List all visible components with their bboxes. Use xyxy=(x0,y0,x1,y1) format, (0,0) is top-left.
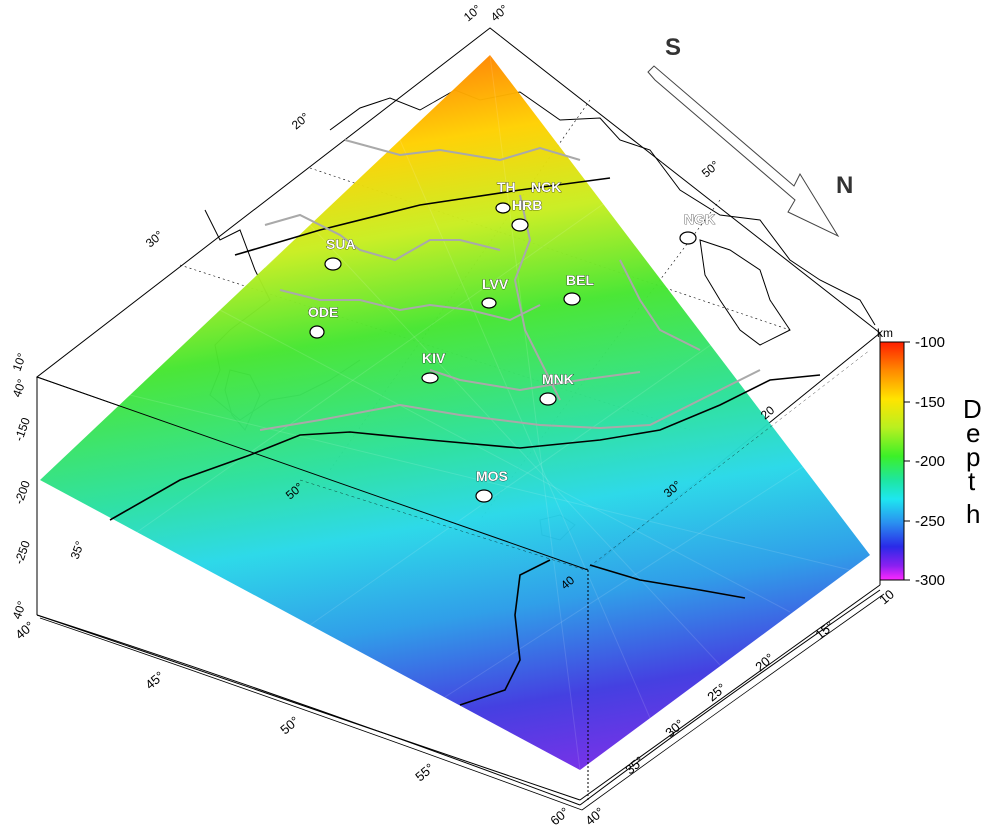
tick-front-left-45: 45° xyxy=(142,668,167,692)
border-6 xyxy=(619,259,701,351)
surface-mesh xyxy=(129,1,861,771)
colorbar-tick-250: -250 xyxy=(915,513,945,530)
border-4 xyxy=(259,369,761,431)
station-nck[interactable]: NCK xyxy=(531,179,562,196)
station-sua-marker[interactable] xyxy=(324,257,342,271)
colorbar-unit: km xyxy=(877,326,893,340)
contour-1 xyxy=(234,177,611,256)
tick-top-corner-10: 10° xyxy=(461,2,484,25)
tick-left-35: 35° xyxy=(68,539,87,561)
station-ode-marker[interactable] xyxy=(309,325,325,339)
tick-front-right-10: 10 xyxy=(876,587,897,608)
station-sua-label: SUA xyxy=(326,236,356,252)
tick-front-left-55: 55° xyxy=(412,760,437,784)
station-ngk[interactable]: NGK xyxy=(679,211,715,245)
station-ode-label: ODE xyxy=(308,304,338,320)
stations: TH NCK HRB NGK SUA LVV BEL ODE xyxy=(308,179,715,503)
station-kiv-marker[interactable] xyxy=(421,372,439,384)
colorbar-scale xyxy=(879,341,905,581)
station-ngk-marker[interactable] xyxy=(679,231,697,245)
box-bottom-curve-right-2 xyxy=(581,593,885,811)
colorbar-tick-300: -300 xyxy=(915,572,945,589)
tick-left-corner-10: 10° xyxy=(10,351,29,373)
tick-top-left-20: 20° xyxy=(289,110,312,133)
box-top-left-edge xyxy=(36,376,589,571)
station-lvv-marker[interactable] xyxy=(481,297,497,309)
station-th-marker[interactable] xyxy=(495,202,511,214)
direction-indicator: S N xyxy=(647,34,853,238)
depth-surface xyxy=(40,55,870,770)
station-mnk-label: MNK xyxy=(542,371,574,387)
station-mnk[interactable]: MNK xyxy=(539,371,574,406)
tick-front-right-20: 20° xyxy=(752,650,777,674)
station-hrb-label: HRB xyxy=(512,197,542,213)
box-frame xyxy=(36,333,885,811)
tick-left-depth-250: -250 xyxy=(12,538,33,566)
station-lvv-label: LVV xyxy=(482,276,509,292)
station-bel-label: BEL xyxy=(566,272,594,288)
border-1 xyxy=(344,139,581,162)
station-kiv-label: KIV xyxy=(422,350,446,366)
tick-front-right-25: 25° xyxy=(704,680,729,704)
border-2 xyxy=(264,213,501,262)
tick-left-depth-200: -200 xyxy=(12,478,33,506)
direction-north-label: N xyxy=(836,172,853,199)
coast-north xyxy=(329,89,876,326)
box-front-left xyxy=(36,614,581,801)
direction-arrow-icon xyxy=(647,65,840,238)
tick-left-depth-150: -150 xyxy=(12,415,33,443)
surface-graticule xyxy=(299,349,871,571)
tick-front-left-40: 40° xyxy=(12,618,37,642)
tick-top-right-50: 50° xyxy=(699,158,722,181)
box-bottom-curve-right xyxy=(579,589,881,806)
tick-front-left-50: 50° xyxy=(277,713,302,737)
colorbar-tick-150: -150 xyxy=(915,394,945,411)
station-nck-label: NCK xyxy=(531,179,561,195)
tick-left-bottom-40: 40° xyxy=(10,599,29,621)
station-lvv[interactable]: LVV xyxy=(481,276,509,309)
depth-title-e: e xyxy=(966,418,980,448)
depth-title-t: t xyxy=(968,466,976,496)
station-bel[interactable]: BEL xyxy=(563,272,595,306)
colorbar-tick-100: -100 xyxy=(915,334,945,351)
contour-3 xyxy=(589,564,746,599)
tick-front-right-40: 40° xyxy=(582,804,607,828)
contour-4 xyxy=(459,559,551,706)
border-7 xyxy=(429,369,641,392)
station-sua[interactable]: SUA xyxy=(324,236,356,271)
station-bel-marker[interactable] xyxy=(563,292,581,306)
depth-title-p: p xyxy=(966,442,980,472)
box-front-right xyxy=(579,584,881,801)
tick-top-corner-40: 40° xyxy=(488,2,511,25)
coast-east xyxy=(699,239,791,346)
station-th[interactable]: TH xyxy=(495,179,516,214)
border-5 xyxy=(513,194,561,401)
station-ngk-label: NGK xyxy=(684,211,715,227)
tick-top-left-30: 30° xyxy=(143,228,166,251)
border-3 xyxy=(279,289,541,322)
station-hrb-marker[interactable] xyxy=(511,218,529,232)
station-mos[interactable]: MOS xyxy=(475,468,508,503)
station-hrb[interactable]: HRB xyxy=(511,197,543,232)
colorbar-tick-200: -200 xyxy=(915,453,945,470)
tick-front-left-60: 60° xyxy=(547,804,572,828)
tick-left-corner-40: 40° xyxy=(10,377,29,399)
contour-2 xyxy=(109,374,821,521)
station-kiv[interactable]: KIV xyxy=(421,350,446,384)
box-bottom-curve-left xyxy=(36,614,581,806)
depth-title-d: D xyxy=(963,394,982,424)
direction-south-label: S xyxy=(665,34,681,61)
political-borders xyxy=(259,139,761,431)
colorbar: km -100 -150 -200 -250 -300 D e p t h xyxy=(877,326,982,589)
station-mos-label: MOS xyxy=(476,468,508,484)
station-ode[interactable]: ODE xyxy=(308,304,339,339)
depth-title-h: h xyxy=(966,499,980,529)
depth-contours xyxy=(109,177,821,706)
box-bottom-curve-left-2 xyxy=(39,617,583,811)
station-th-label: TH xyxy=(497,179,516,195)
tick-front-right-35: 35° xyxy=(622,753,647,777)
station-mnk-marker[interactable] xyxy=(539,392,557,406)
station-mos-marker[interactable] xyxy=(475,489,493,503)
